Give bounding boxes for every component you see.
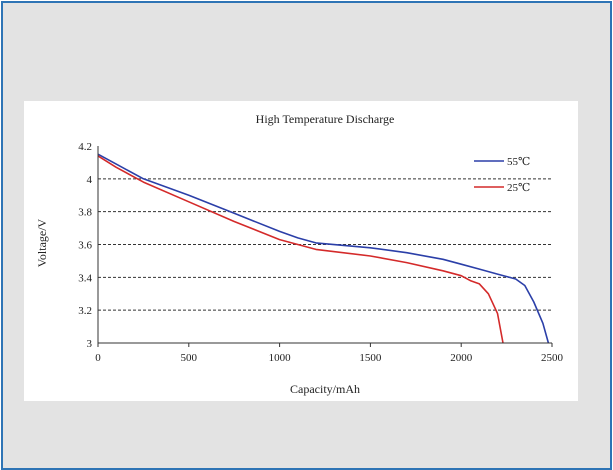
chart-title: High Temperature Discharge [256, 112, 395, 126]
legend-label-0: 55℃ [507, 156, 530, 168]
y-tick-label-0: 3 [87, 338, 93, 350]
y-tick-label-3: 3.6 [78, 240, 92, 252]
series-line-0 [97, 153, 550, 344]
chart-card: High Temperature Discharge 3 3.2 3.4 3.6 3.8… [24, 101, 578, 401]
legend-label-1: 25℃ [507, 182, 530, 194]
x-tick-label-4: 2000 [450, 352, 473, 364]
y-tick-label-1: 3.2 [78, 305, 92, 317]
y-tick-label-4: 3.8 [78, 207, 92, 219]
x-tick-label-5: 2500 [541, 352, 564, 364]
discharge-chart: High Temperature Discharge 3 3.2 3.4 3.6 3.8… [35, 112, 564, 396]
x-tick-label-0: 0 [95, 352, 101, 364]
y-tick-label-5: 4 [87, 174, 93, 186]
series-line-1 [97, 155, 504, 344]
y-tick-label-6: 4.2 [78, 141, 92, 153]
y-tick-label-2: 3.4 [78, 272, 92, 284]
x-tick-label-1: 500 [181, 352, 198, 364]
x-tick-label-2: 1000 [269, 352, 292, 364]
x-tick-label-3: 1500 [359, 352, 382, 364]
y-axis-label: Voltage/V [35, 218, 49, 267]
x-axis-label: Capacity/mAh [290, 382, 360, 396]
